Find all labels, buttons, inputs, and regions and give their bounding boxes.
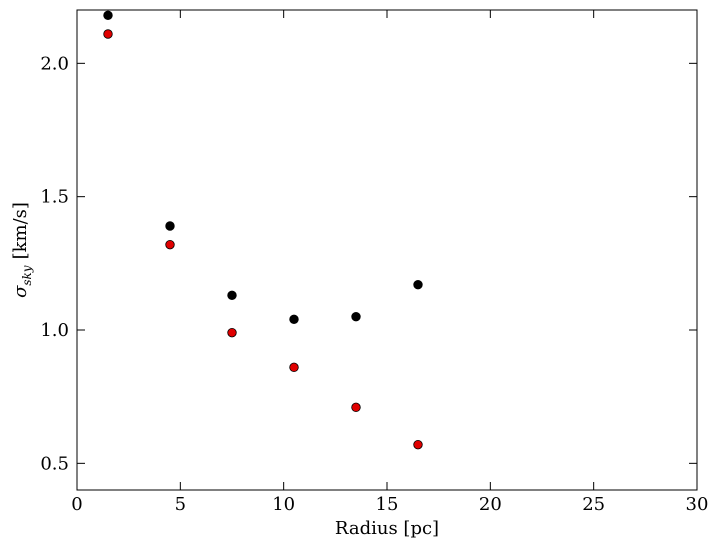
data-point-series-1 [227,290,237,301]
data-point-series-1 [351,311,361,322]
x-tick-label: 15 [376,494,399,515]
data-point-series-2 [103,29,113,39]
y-tick-label: 1.0 [40,320,69,341]
y-axis-label-symbol: σ [10,285,31,298]
y-tick-label: 2.0 [40,53,69,74]
plot-frame [76,9,698,491]
data-point-series-2 [289,362,299,373]
y-tick-label: 0.5 [40,453,69,474]
x-tick-label: 30 [686,494,709,515]
data-point-series-1 [165,221,175,231]
data-point-series-1 [289,314,299,325]
x-tick-label: 25 [582,494,605,515]
y-axis-label: σsky [km/s] [10,202,34,298]
data-point-series-2 [413,439,423,450]
data-point-series-2 [227,327,237,338]
y-axis-label-subscript: sky [20,265,34,285]
data-point-series-1 [103,10,113,21]
ticks-layer: 0 5 10 15 20 25 30 0.5 1.0 1.5 2.0 [40,10,708,515]
data-point-series-2 [351,402,361,413]
x-tick-label: 20 [479,494,502,515]
marks-layer [103,10,423,450]
y-axis-label-units: [km/s] [10,202,31,259]
x-tick-label: 0 [71,494,82,515]
data-point-series-1 [413,279,423,290]
x-tick-label: 10 [272,494,295,515]
y-tick-label: 1.5 [40,187,69,208]
x-axis-label: Radius [pc] [335,518,439,539]
data-point-series-2 [165,239,175,250]
x-tick-label: 5 [175,494,186,515]
